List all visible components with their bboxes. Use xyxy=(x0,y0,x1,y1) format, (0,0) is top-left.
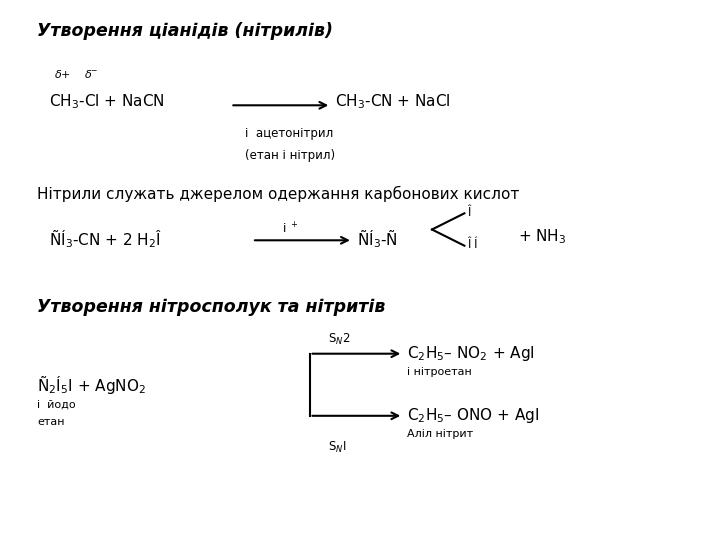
Text: ÑÍ$_3$-CN + 2 H$_2$Î: ÑÍ$_3$-CN + 2 H$_2$Î xyxy=(49,227,162,249)
Text: CH$_3$-Cl + NaCN: CH$_3$-Cl + NaCN xyxy=(49,92,165,111)
Text: C$_2$H$_5$– NO$_2$ + AgI: C$_2$H$_5$– NO$_2$ + AgI xyxy=(407,344,534,363)
Text: і нітроетан: і нітроетан xyxy=(407,367,472,377)
Text: Î Í: Î Í xyxy=(467,238,477,251)
Text: Нітрили служать джерелом одержання карбонових кислот: Нітрили служать джерелом одержання карбо… xyxy=(37,186,520,202)
Text: і  йодо: і йодо xyxy=(37,400,76,410)
Text: + NH$_3$: + NH$_3$ xyxy=(518,227,567,246)
Text: і $^+$: і $^+$ xyxy=(282,221,299,237)
Text: $\delta$+: $\delta$+ xyxy=(54,68,71,79)
Text: Ñ$_2$Í$_5$I + AgNO$_2$: Ñ$_2$Í$_5$I + AgNO$_2$ xyxy=(37,373,146,396)
Text: S$_N$I: S$_N$I xyxy=(328,440,346,455)
Text: Î: Î xyxy=(467,206,470,219)
Text: і  ацетонітрил: і ацетонітрил xyxy=(245,127,333,140)
Text: (етан і нітрил): (етан і нітрил) xyxy=(245,148,335,161)
Text: S$_N$2: S$_N$2 xyxy=(328,332,350,347)
Text: CH$_3$-CN + NaCl: CH$_3$-CN + NaCl xyxy=(335,92,451,111)
Text: етан: етан xyxy=(37,417,65,428)
Text: Аліл нітрит: Аліл нітрит xyxy=(407,429,473,440)
Text: $\delta$$^{-}$: $\delta$$^{-}$ xyxy=(84,68,98,79)
Text: Утворення ціанідів (нітрилів): Утворення ціанідів (нітрилів) xyxy=(37,22,333,39)
Text: C$_2$H$_5$– ONO + AgI: C$_2$H$_5$– ONO + AgI xyxy=(407,406,539,425)
Text: Утворення нітросполук та нітритів: Утворення нітросполук та нітритів xyxy=(37,298,386,316)
Text: ÑÍ$_3$-Ñ: ÑÍ$_3$-Ñ xyxy=(357,227,398,249)
